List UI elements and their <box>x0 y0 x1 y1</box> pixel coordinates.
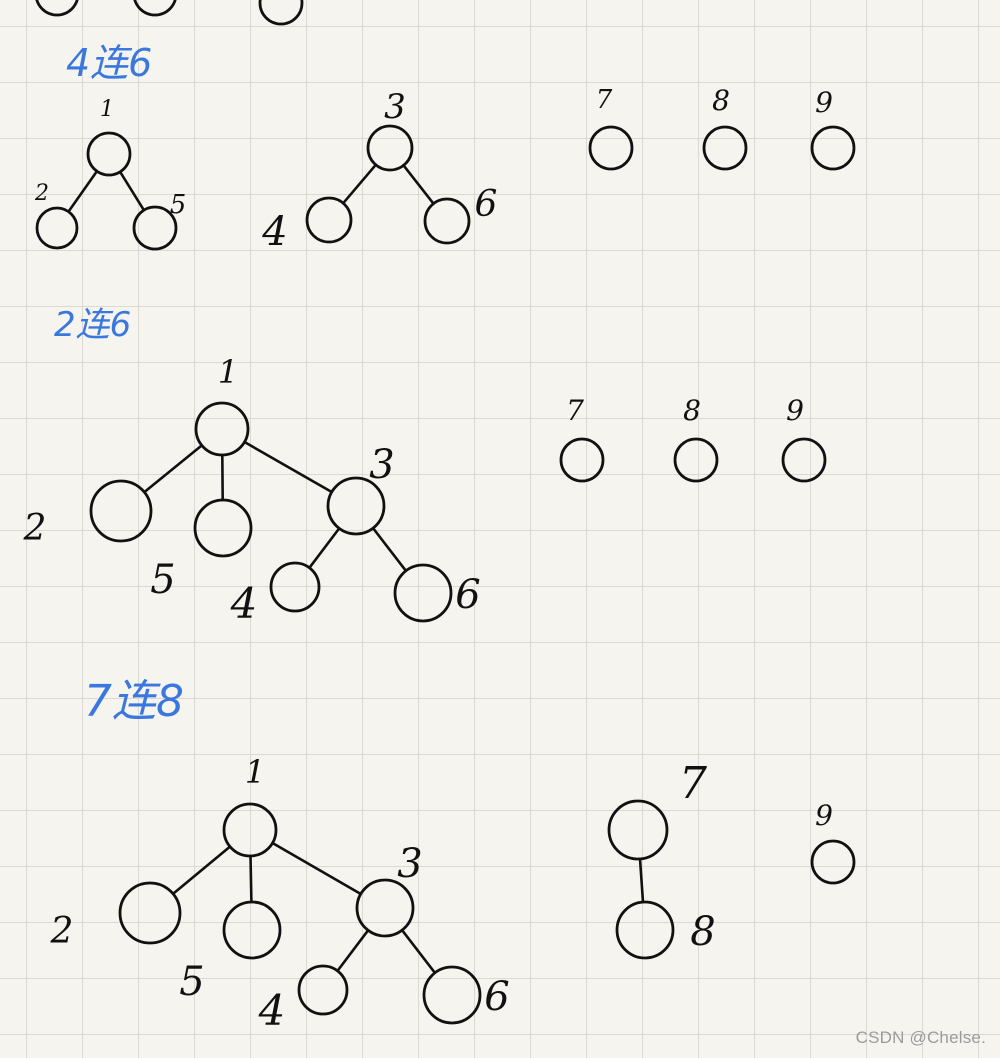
section-title: 4连6 <box>66 41 152 85</box>
section-2: 2连6 1 2 5 3 4 6 7 8 9 <box>23 305 827 628</box>
node-label-4: 4 <box>261 209 287 255</box>
node-label-5: 5 <box>150 557 175 603</box>
partial-node-0 <box>35 0 79 17</box>
section-3: 7连8 1 2 5 3 4 6 7 8 9 <box>50 676 856 1035</box>
edge-3-4 <box>341 163 378 205</box>
node-label-8: 8 <box>683 394 701 427</box>
watermark: CSDN @Chelse. <box>855 1028 986 1047</box>
node-label-2: 2 <box>23 508 47 549</box>
node-label-9: 9 <box>815 799 833 832</box>
node-8 <box>615 900 675 960</box>
node-6 <box>423 197 471 245</box>
edge-1-2 <box>171 845 232 896</box>
node-8 <box>702 125 748 171</box>
partial-node-1 <box>133 0 177 17</box>
section-title: 7连8 <box>84 676 184 727</box>
node-2 <box>118 881 182 945</box>
node-3 <box>355 878 415 938</box>
node-label-4: 4 <box>230 579 258 628</box>
section-title: 2连6 <box>54 305 131 345</box>
node-5 <box>132 205 178 251</box>
node-label-6: 6 <box>484 974 509 1020</box>
node-3 <box>366 124 414 172</box>
node-8 <box>673 437 719 483</box>
node-4 <box>269 561 321 613</box>
node-9 <box>781 437 827 483</box>
node-label-9: 9 <box>815 86 833 119</box>
node-7 <box>607 799 669 861</box>
node-label-9: 9 <box>786 394 804 427</box>
node-6 <box>422 965 482 1025</box>
node-7 <box>588 125 634 171</box>
node-label-6: 6 <box>455 572 480 618</box>
edge-3-6 <box>402 164 435 205</box>
node-5 <box>222 900 282 960</box>
edge-3-4 <box>308 527 341 570</box>
node-3 <box>326 476 386 536</box>
edge-1-2 <box>67 169 99 213</box>
node-9 <box>810 839 856 885</box>
previous-step-fragment <box>35 0 304 26</box>
edge-3-4 <box>336 928 370 973</box>
edge-1-5 <box>249 854 253 904</box>
edge-1-5 <box>118 170 146 212</box>
node-label-3: 3 <box>369 442 394 488</box>
node-label-8: 8 <box>690 909 715 955</box>
node-label-6: 6 <box>475 184 498 225</box>
node-1 <box>222 802 278 858</box>
node-1 <box>86 131 132 177</box>
node-4 <box>297 964 349 1016</box>
node-2 <box>35 206 79 250</box>
edge-3-6 <box>400 928 437 975</box>
node-label-3: 3 <box>397 841 422 887</box>
node-label-8: 8 <box>712 84 730 117</box>
node-label-7: 7 <box>679 758 707 809</box>
diagram-sections: 4连6 1 2 5 3 4 6 7 8 9 2连6 1 2 5 3 4 6 7 8 9 7连8 1 2 5 3 4 6 7 8 9 <box>23 41 856 1035</box>
node-label-4: 4 <box>258 986 286 1035</box>
node-9 <box>810 125 856 171</box>
section-1: 4连6 1 2 5 3 4 6 7 8 9 <box>34 41 856 255</box>
edge-1-2 <box>143 444 204 494</box>
node-6 <box>393 563 453 623</box>
node-label-7: 7 <box>566 394 584 427</box>
node-1 <box>194 401 250 457</box>
node-label-5: 5 <box>170 190 187 220</box>
node-label-2: 2 <box>50 911 74 952</box>
edge-3-6 <box>371 526 408 573</box>
edge-7-8 <box>638 857 645 904</box>
node-label-1: 1 <box>245 753 265 791</box>
node-label-2: 2 <box>34 181 49 206</box>
partial-node-2 <box>258 0 304 26</box>
node-2 <box>89 479 153 543</box>
node-5 <box>193 498 253 558</box>
node-label-7: 7 <box>596 85 613 115</box>
node-7 <box>559 437 605 483</box>
edge-1-3 <box>243 440 334 494</box>
node-4 <box>305 196 353 244</box>
node-label-1: 1 <box>218 353 238 391</box>
edge-1-3 <box>271 841 363 896</box>
node-label-5: 5 <box>179 959 204 1005</box>
node-label-3: 3 <box>384 87 406 127</box>
node-label-1: 1 <box>100 97 114 122</box>
